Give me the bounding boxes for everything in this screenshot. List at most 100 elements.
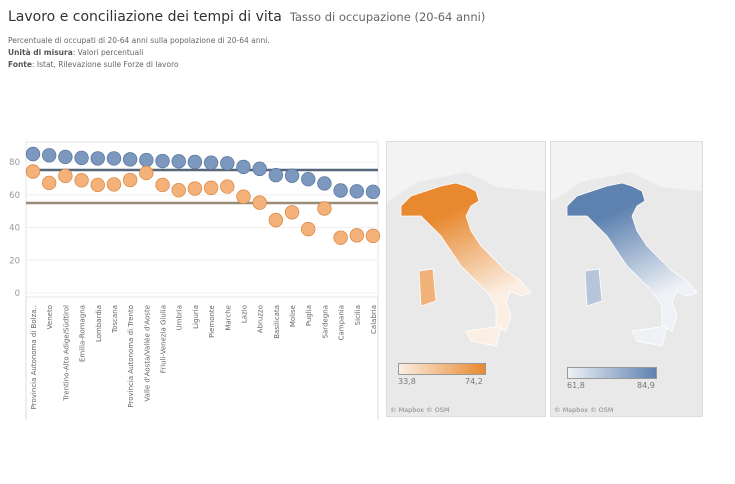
- unit-value: : Valori percentuali: [72, 48, 144, 57]
- y-tick-label: 40: [9, 224, 20, 234]
- x-category-label: Molise: [289, 305, 297, 327]
- x-category-label: Liguria: [192, 305, 200, 329]
- dot-blue[interactable]: [74, 150, 89, 166]
- dot-blue[interactable]: [333, 183, 348, 198]
- x-category-label: Marche: [224, 305, 232, 331]
- source-label: Fonte: [8, 60, 32, 69]
- x-category-label: Emilia-Romagna: [79, 305, 87, 362]
- source-value: : Istat, Rilevazione sulle Forze di lavo…: [31, 60, 179, 69]
- x-category-label: Lazio: [240, 305, 248, 323]
- dot-chart: 0 20 40 60 80 Provincia Autonoma di Bolza.. Ve…: [9, 141, 381, 420]
- region-sardinia[interactable]: [418, 268, 437, 307]
- dot-blue[interactable]: [203, 155, 219, 170]
- x-category-label: Veneto: [46, 305, 54, 329]
- map-panel-orange[interactable]: 33,8 74,2 © Mapbox © OSM: [386, 141, 546, 417]
- x-category-label: Provincia Autonoma di Bolza..: [30, 305, 38, 409]
- unit-line: Unità di misura: Valori percentuali: [8, 48, 143, 57]
- dot-blue[interactable]: [236, 159, 251, 175]
- dot-orange[interactable]: [106, 177, 122, 192]
- subtitle-text: Tasso di occupazione (20-64 anni): [289, 10, 486, 24]
- dot-orange[interactable]: [155, 177, 170, 193]
- map-credit[interactable]: © Mapbox © OSM: [390, 406, 450, 414]
- y-tick-label: 20: [9, 256, 20, 266]
- dot-blue[interactable]: [349, 184, 365, 199]
- x-category-label: Lombardia: [95, 305, 103, 342]
- y-tick-label: 0: [15, 289, 20, 299]
- dot-orange[interactable]: [203, 180, 219, 196]
- y-tick-label: 80: [9, 158, 20, 168]
- dot-orange[interactable]: [122, 172, 138, 188]
- dot-blue[interactable]: [41, 148, 57, 163]
- dot-orange[interactable]: [220, 179, 235, 194]
- legend-max: 74,2: [465, 377, 483, 386]
- dot-blue[interactable]: [220, 156, 235, 171]
- dot-orange[interactable]: [349, 228, 365, 243]
- y-tick-label: 60: [9, 191, 20, 201]
- region-sardinia[interactable]: [584, 268, 603, 307]
- x-category-label: Puglia: [305, 305, 313, 326]
- dot-blue[interactable]: [317, 176, 332, 191]
- dot-blue[interactable]: [90, 151, 105, 166]
- dot-blue[interactable]: [106, 151, 122, 166]
- dot-orange[interactable]: [268, 212, 284, 228]
- dot-blue[interactable]: [171, 154, 186, 169]
- dot-orange[interactable]: [252, 195, 267, 210]
- title-text: Lavoro e conciliazione dei tempi di vita: [8, 9, 282, 25]
- dot-blue[interactable]: [268, 167, 284, 183]
- x-category-label: Piemonte: [208, 305, 216, 338]
- x-category-label: Provincia Autonoma di Trento: [127, 305, 135, 408]
- dot-orange[interactable]: [74, 173, 89, 188]
- dot-orange[interactable]: [41, 175, 57, 191]
- region-sicily[interactable]: [631, 325, 668, 347]
- region-mainland[interactable]: [566, 182, 698, 332]
- x-category-label: Toscana: [111, 305, 119, 334]
- region-mainland[interactable]: [400, 182, 532, 332]
- region-sicily[interactable]: [465, 325, 502, 347]
- x-category-label: Sicilia: [354, 305, 362, 325]
- dot-blue[interactable]: [365, 184, 381, 200]
- x-category-label: Basilicata: [273, 305, 281, 339]
- x-category-label: Umbria: [176, 305, 184, 331]
- legend-min: 33,8: [398, 377, 416, 386]
- x-category-label: Sardegna: [321, 305, 329, 338]
- x-category-label: Valle d'Aosta/Vallée d'Aoste: [143, 305, 151, 402]
- dot-orange[interactable]: [284, 205, 300, 220]
- land-background: [387, 142, 545, 202]
- dot-blue[interactable]: [155, 153, 170, 169]
- dot-orange[interactable]: [333, 230, 348, 245]
- dot-orange[interactable]: [25, 164, 41, 179]
- dot-orange[interactable]: [139, 165, 154, 181]
- dot-orange[interactable]: [317, 201, 332, 216]
- dot-orange[interactable]: [171, 182, 186, 198]
- dot-blue[interactable]: [58, 149, 73, 165]
- dot-orange[interactable]: [301, 221, 316, 237]
- color-legend-blue: [567, 367, 657, 379]
- dot-blue[interactable]: [25, 146, 41, 162]
- dot-blue[interactable]: [187, 154, 203, 170]
- dot-orange[interactable]: [236, 189, 251, 204]
- land-background: [551, 142, 702, 202]
- unit-label: Unità di misura: [8, 48, 73, 57]
- dot-blue[interactable]: [139, 152, 154, 168]
- description: Percentuale di occupati di 20-64 anni su…: [8, 36, 270, 45]
- page-title: Lavoro e conciliazione dei tempi di vita…: [8, 9, 485, 25]
- source-line: Fonte: Istat, Rilevazione sulle Forze di…: [8, 60, 179, 69]
- plot-area: [25, 141, 379, 298]
- map-panel-blue[interactable]: 61,8 84,9 © Mapbox © OSM: [550, 141, 703, 417]
- map-credit[interactable]: © Mapbox © OSM: [554, 406, 614, 414]
- dot-blue[interactable]: [301, 171, 316, 187]
- x-category-label: Abruzzo: [257, 305, 265, 333]
- dot-orange[interactable]: [58, 168, 73, 184]
- legend-max: 84,9: [637, 381, 655, 390]
- legend-min: 61,8: [567, 381, 585, 390]
- x-category-label: Campania: [338, 305, 346, 340]
- x-category-label: Trentino-Alto Adige/Südtirol: [62, 305, 70, 402]
- dot-orange[interactable]: [365, 228, 381, 244]
- x-category-label: Calabria: [370, 305, 378, 334]
- dot-orange[interactable]: [90, 177, 105, 193]
- dot-blue[interactable]: [252, 161, 267, 177]
- dot-orange[interactable]: [187, 181, 203, 196]
- color-legend-orange: [398, 363, 486, 375]
- dot-blue[interactable]: [284, 168, 300, 183]
- dot-blue[interactable]: [122, 152, 138, 167]
